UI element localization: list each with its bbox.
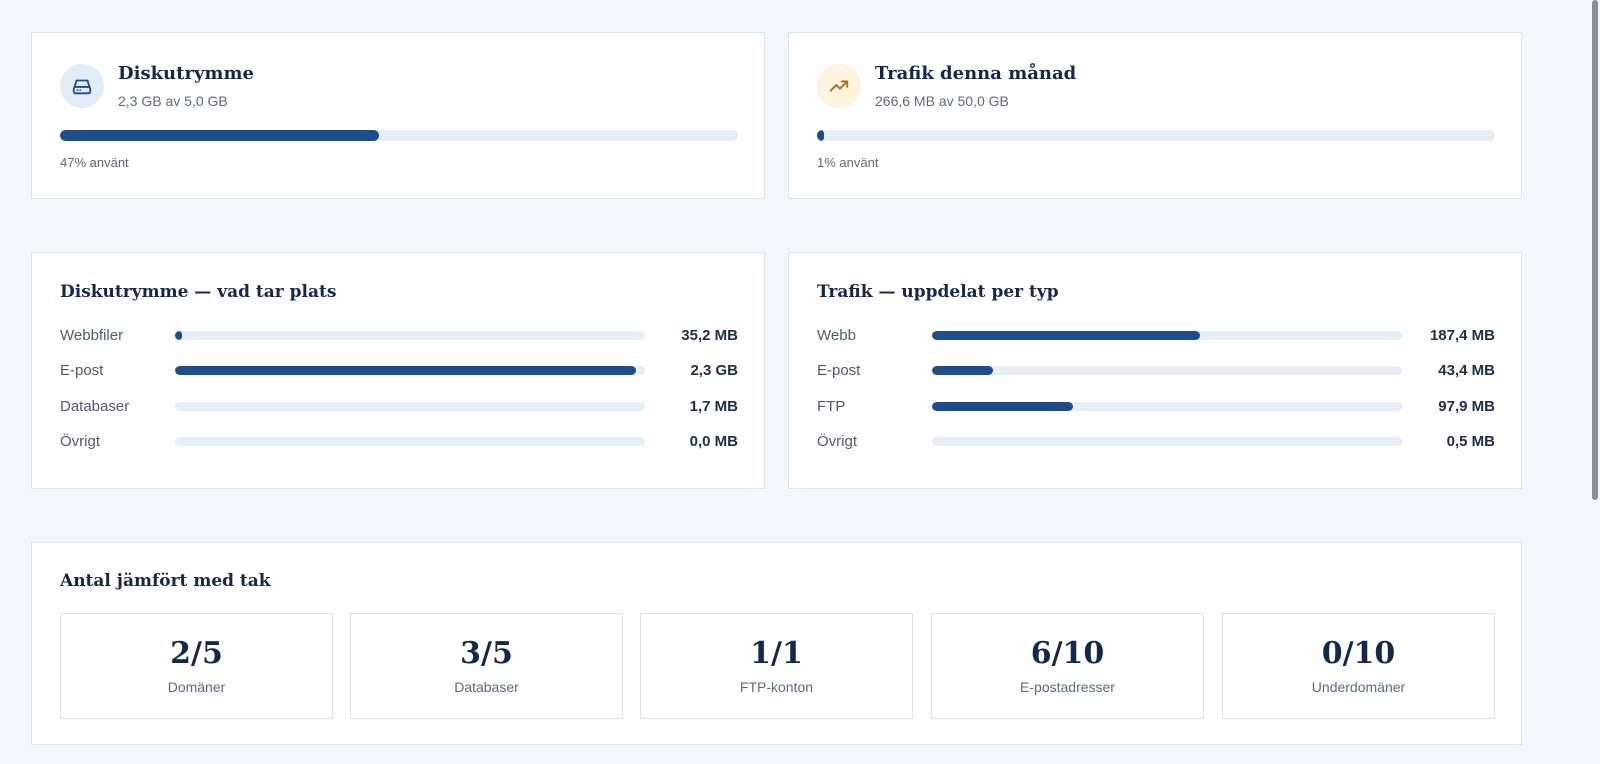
count-tile-ftp: 1/1 FTP-konton (640, 613, 913, 719)
trending-up-icon (829, 80, 849, 92)
disk-row-label: Webbfiler (60, 327, 124, 344)
disk-row-value: 2,3 GB (690, 362, 738, 379)
disk-breakdown-card: Diskutrymme — vad tar plats Webbfiler 35… (31, 252, 765, 489)
disk-row-bar (175, 437, 645, 446)
count-label: Domäner (167, 679, 226, 695)
traffic-progress-fill (817, 130, 824, 141)
counts-title: Antal jämfört med tak (60, 571, 271, 591)
disk-row-label: Databaser (60, 398, 130, 415)
disk-summary-card: Diskutrymme 2,3 GB av 5,0 GB 47% använt (31, 32, 765, 199)
traffic-breakdown-row: Webb 187,4 MB (817, 325, 1495, 345)
count-tile-subdomains: 0/10 Underdomäner (1222, 613, 1495, 719)
traffic-row-label: FTP (817, 398, 846, 415)
disk-row-bar (175, 331, 645, 340)
disk-progress-fill (60, 130, 379, 141)
traffic-row-value: 97,9 MB (1438, 398, 1495, 415)
traffic-row-label: Övrigt (817, 433, 858, 450)
disk-row-bar (175, 366, 645, 375)
disk-breakdown-row: E-post 2,3 GB (60, 360, 738, 380)
disk-row-bar (175, 402, 645, 411)
disk-row-label: Övrigt (60, 433, 101, 450)
traffic-row-label: Webb (817, 327, 856, 344)
traffic-title: Trafik denna månad (875, 63, 1077, 84)
disk-row-fill (175, 331, 182, 340)
disk-breakdown-row: Databaser 1,7 MB (60, 396, 738, 416)
traffic-row-bar (932, 402, 1402, 411)
count-value: 2/5 (170, 636, 223, 671)
traffic-progress-bar (817, 130, 1495, 141)
traffic-row-fill (932, 402, 1073, 411)
count-value: 6/10 (1030, 636, 1105, 671)
traffic-percent-label: 1% använt (817, 155, 879, 170)
count-value: 0/10 (1321, 636, 1396, 671)
traffic-summary-card: Trafik denna månad 266,6 MB av 50,0 GB 1… (788, 32, 1522, 199)
traffic-breakdown-card: Trafik — uppdelat per typ Webb 187,4 MB … (788, 252, 1522, 489)
traffic-row-bar (932, 437, 1402, 446)
scrollbar-thumb[interactable] (1592, 0, 1598, 500)
traffic-row-fill (932, 331, 1200, 340)
count-tile-email: 6/10 E-postadresser (931, 613, 1204, 719)
count-value: 3/5 (460, 636, 513, 671)
disk-progress-bar (60, 130, 738, 141)
traffic-breakdown-row: Övrigt 0,5 MB (817, 431, 1495, 451)
disk-row-value: 1,7 MB (689, 398, 738, 415)
disk-breakdown-title: Diskutrymme — vad tar plats (60, 282, 337, 302)
traffic-breakdown-title: Trafik — uppdelat per typ (817, 282, 1059, 302)
count-tile-databases: 3/5 Databaser (350, 613, 623, 719)
traffic-row-label: E-post (817, 362, 861, 379)
count-label: Underdomäner (1311, 679, 1406, 695)
traffic-icon-wrap (817, 64, 861, 108)
disk-row-label: E-post (60, 362, 104, 379)
disk-row-value: 0,0 MB (689, 433, 738, 450)
disk-row-value: 35,2 MB (681, 327, 738, 344)
counts-card: Antal jämfört med tak 2/5 Domäner 3/5 Da… (31, 542, 1522, 745)
traffic-breakdown-row: E-post 43,4 MB (817, 360, 1495, 380)
disk-usage-text: 2,3 GB av 5,0 GB (118, 93, 228, 109)
page-scrollbar[interactable] (1590, 0, 1600, 764)
traffic-breakdown-row: FTP 97,9 MB (817, 396, 1495, 416)
traffic-row-value: 0,5 MB (1446, 433, 1495, 450)
traffic-row-value: 43,4 MB (1438, 362, 1495, 379)
count-value: 1/1 (750, 636, 803, 671)
hard-drive-icon (72, 79, 92, 95)
traffic-usage-text: 266,6 MB av 50,0 GB (875, 93, 1009, 109)
count-tile-domains: 2/5 Domäner (60, 613, 333, 719)
disk-breakdown-row: Övrigt 0,0 MB (60, 431, 738, 451)
traffic-row-bar (932, 366, 1402, 375)
count-label: E-postadresser (1020, 679, 1115, 695)
traffic-row-value: 187,4 MB (1429, 327, 1495, 344)
count-label: FTP-konton (739, 679, 814, 695)
count-label: Databaser (454, 679, 519, 695)
disk-icon-wrap (60, 64, 104, 108)
disk-title: Diskutrymme (118, 63, 254, 84)
traffic-row-bar (932, 331, 1402, 340)
traffic-row-fill (932, 366, 994, 375)
disk-row-fill (175, 366, 636, 375)
disk-percent-label: 47% använt (60, 155, 129, 170)
disk-breakdown-row: Webbfiler 35,2 MB (60, 325, 738, 345)
